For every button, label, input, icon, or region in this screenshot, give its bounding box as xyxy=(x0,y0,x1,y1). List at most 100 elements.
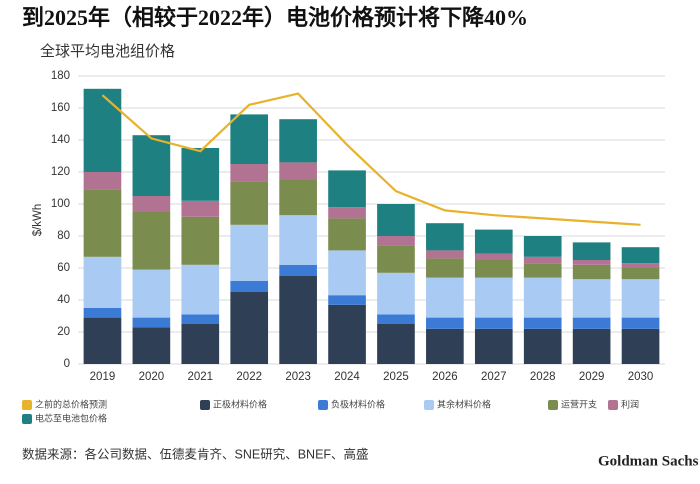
x-tick-label: 2030 xyxy=(628,371,654,383)
x-tick-label: 2020 xyxy=(139,371,165,383)
bar-segment xyxy=(83,317,122,364)
bar-segment xyxy=(572,328,611,364)
x-tick-label: 2024 xyxy=(334,371,360,383)
y-tick-label: 20 xyxy=(57,326,70,338)
bar-segment xyxy=(621,317,660,329)
bar-segment xyxy=(279,180,317,216)
bar-segment xyxy=(328,218,366,251)
bar-segment xyxy=(621,263,660,268)
bar-segment xyxy=(426,223,464,251)
bar-segment xyxy=(83,189,122,257)
legend-label: 运营开支 xyxy=(561,398,597,409)
x-tick-label: 2029 xyxy=(579,371,605,383)
source: 数据来源：各公司数据、伍德麦肯齐、SNE研究、BNEF、高盛 xyxy=(22,446,369,461)
bar-segment xyxy=(523,317,562,329)
y-tick-label: 160 xyxy=(51,102,70,114)
legend-label: 正极材料价格 xyxy=(213,398,267,409)
bar-segment xyxy=(279,119,317,163)
bar-segment xyxy=(328,170,366,208)
bar-segment xyxy=(377,204,415,236)
bar-segment xyxy=(279,264,317,276)
bar-segment xyxy=(572,242,611,260)
bar-segment xyxy=(474,253,513,260)
bar-segment xyxy=(132,135,171,196)
legend-swatch xyxy=(548,400,558,410)
y-tick-label: 80 xyxy=(57,230,70,242)
bar-segment xyxy=(279,276,317,364)
bar-segment xyxy=(523,277,562,318)
x-tick-label: 2021 xyxy=(187,371,213,383)
legend-swatch xyxy=(608,400,618,410)
legend-label: 之前的总价格预测 xyxy=(35,398,107,409)
bar-segment xyxy=(426,328,464,364)
bar-segment xyxy=(279,162,317,180)
bar-segment xyxy=(426,250,464,259)
bar-segment xyxy=(83,256,122,308)
bar-segment xyxy=(474,317,513,329)
bar-segment xyxy=(328,295,366,305)
legend-swatch xyxy=(318,400,328,410)
bar-segment xyxy=(181,314,220,324)
bar-segment xyxy=(377,272,415,315)
bar-segment xyxy=(572,279,611,318)
bar-segment xyxy=(377,324,415,364)
bar-segment xyxy=(572,260,611,265)
x-tick-label: 2026 xyxy=(432,371,458,383)
bar-segment xyxy=(181,324,220,364)
bar-segment xyxy=(523,236,562,257)
y-tick-label: 0 xyxy=(64,358,70,370)
bar-segment xyxy=(328,304,366,364)
bar-segment xyxy=(621,328,660,364)
y-tick-label: 180 xyxy=(51,70,70,82)
bar-segment xyxy=(83,308,122,318)
y-axis-label: $/kWh xyxy=(32,204,44,237)
bar-segment xyxy=(230,224,269,281)
bar-segment xyxy=(426,258,464,278)
bar-segment xyxy=(132,317,171,328)
bar-segment xyxy=(132,212,171,270)
bar-segment xyxy=(279,215,317,265)
y-tick-label: 140 xyxy=(51,134,70,146)
bar-segment xyxy=(328,207,366,219)
x-tick-label: 2023 xyxy=(285,371,311,383)
bar-segment xyxy=(474,277,513,318)
legend-label: 电芯至电池包价格 xyxy=(35,412,107,423)
bar-segment xyxy=(181,216,220,265)
x-tick-label: 2027 xyxy=(481,371,507,383)
bar-segment xyxy=(181,264,220,315)
legend-label: 负极材料价格 xyxy=(331,398,385,409)
legend-swatch xyxy=(200,400,210,410)
y-tick-label: 60 xyxy=(57,262,70,274)
legend-label: 利润 xyxy=(621,398,639,409)
bar-segment xyxy=(621,268,660,280)
bar-segment xyxy=(523,256,562,264)
x-tick-label: 2025 xyxy=(383,371,409,383)
y-tick-label: 40 xyxy=(57,294,70,306)
legend-swatch xyxy=(22,400,32,410)
bar-segment xyxy=(83,172,122,190)
x-tick-label: 2028 xyxy=(530,371,556,383)
bar-segment xyxy=(474,229,513,254)
y-tick-label: 120 xyxy=(51,166,70,178)
bar-segment xyxy=(523,263,562,278)
bar-segment xyxy=(230,181,269,225)
bar-segment xyxy=(377,245,415,273)
bar-segment xyxy=(621,247,660,264)
bar-segment xyxy=(230,164,269,182)
bar-segment xyxy=(572,264,611,280)
bar-segment xyxy=(426,277,464,318)
chart-title: 全球平均电池组价格 xyxy=(40,42,175,60)
y-tick-label: 100 xyxy=(51,198,70,210)
bar-segment xyxy=(132,269,171,318)
bar-segment xyxy=(230,292,269,364)
bar-segment xyxy=(474,260,513,278)
line xyxy=(101,92,641,226)
legend-label: 其余材料价格 xyxy=(437,398,491,409)
bar-segment xyxy=(83,88,122,172)
bar-segment xyxy=(523,328,562,364)
legend-swatch xyxy=(22,414,32,424)
bar-segment xyxy=(132,196,171,212)
x-tick-label: 2019 xyxy=(90,371,116,383)
bar-segment xyxy=(328,250,366,296)
